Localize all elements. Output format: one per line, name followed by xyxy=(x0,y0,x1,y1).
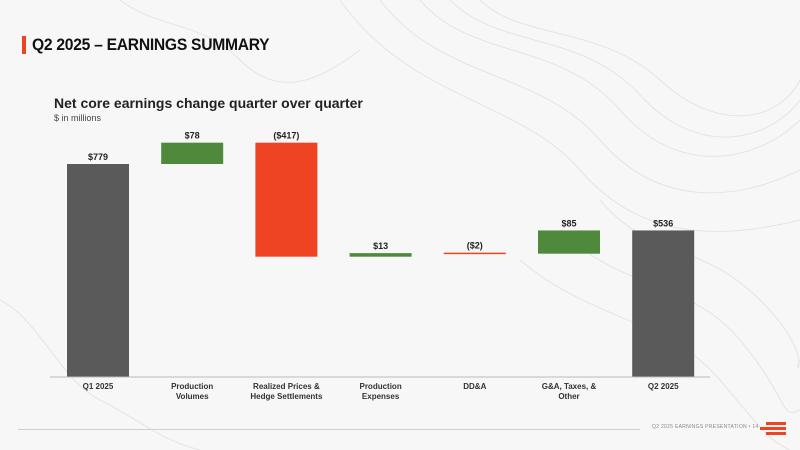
data-label-5: ($2) xyxy=(467,241,483,251)
category-label-3: Hedge Settlements xyxy=(250,392,323,401)
bar-4 xyxy=(349,253,412,257)
category-label-3: Realized Prices & xyxy=(253,382,320,391)
bar-2 xyxy=(161,142,224,164)
category-label-1: Q1 2025 xyxy=(83,382,114,391)
footer-divider xyxy=(18,429,640,430)
bar-7 xyxy=(632,230,695,377)
bar-6 xyxy=(538,230,600,254)
data-label-7: $536 xyxy=(653,218,673,228)
chart-title: Net core earnings change quarter over qu… xyxy=(54,95,363,111)
company-logo-icon xyxy=(760,422,786,435)
title-accent-bar xyxy=(22,36,26,54)
chart-data-labels: $779 $78 ($417) $13 ($2) $85 $536 xyxy=(88,131,673,251)
data-label-2: $78 xyxy=(185,131,200,141)
category-label-4: Production xyxy=(359,382,401,391)
data-label-1: $779 xyxy=(88,152,108,162)
category-label-7: Q2 2025 xyxy=(648,382,679,391)
category-label-4: Expenses xyxy=(362,392,400,401)
data-label-4: $13 xyxy=(373,241,388,251)
data-label-6: $85 xyxy=(561,218,576,228)
bar-1 xyxy=(67,164,129,377)
bar-3 xyxy=(255,142,318,257)
category-label-2: Volumes xyxy=(176,392,209,401)
data-label-3: ($417) xyxy=(273,131,299,141)
category-label-2: Production xyxy=(171,382,213,391)
bar-5 xyxy=(443,252,506,255)
category-label-6: G&A, Taxes, & xyxy=(542,382,597,391)
category-label-6: Other xyxy=(558,392,579,401)
category-label-5: DD&A xyxy=(463,382,486,391)
chart-bars xyxy=(67,142,695,377)
footer-text: Q2 2025 EARNINGS PRESENTATION • 14 xyxy=(652,424,759,430)
slide-title: Q2 2025 – EARNINGS SUMMARY xyxy=(32,35,270,54)
chart-subtitle: $ in millions xyxy=(54,113,102,123)
